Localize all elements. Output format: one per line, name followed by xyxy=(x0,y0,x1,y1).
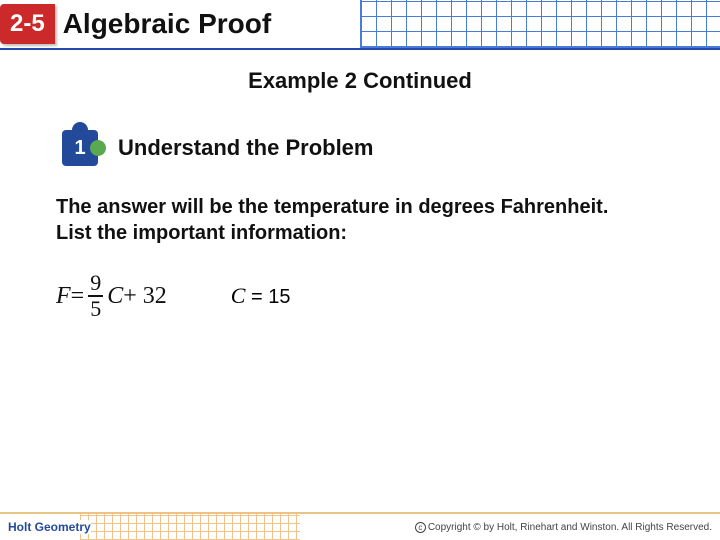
step-row: 1 Understand the Problem xyxy=(56,124,720,172)
given-var: C xyxy=(231,283,246,308)
lesson-number-badge: 2-5 xyxy=(0,4,55,44)
example-subtitle: Example 2 Continued xyxy=(0,68,720,94)
formula-eq: = xyxy=(71,283,85,310)
formula-const: + 32 xyxy=(123,283,167,310)
copyright-text: Copyright © by Holt, Rinehart and Winsto… xyxy=(428,522,712,533)
fraction-denominator: 5 xyxy=(88,298,103,320)
body-line-2: List the important information: xyxy=(56,220,664,246)
formula-expression: F = 9 5 C + 32 xyxy=(56,272,167,320)
given-expression: C = 15 xyxy=(231,283,291,309)
body-text: The answer will be the temperature in de… xyxy=(56,194,664,246)
fraction-icon: 9 5 xyxy=(88,272,103,320)
formula-var: C xyxy=(107,283,123,310)
footer-brand: Holt Geometry xyxy=(0,520,91,534)
step-title: Understand the Problem xyxy=(118,135,373,161)
given-value: = 15 xyxy=(245,286,290,308)
title-wrap: 2-5 Algebraic Proof xyxy=(0,0,271,48)
slide-header: 2-5 Algebraic Proof xyxy=(0,0,720,48)
puzzle-icon: 1 xyxy=(56,124,104,172)
footer-copyright: cCopyright © by Holt, Rinehart and Winst… xyxy=(415,522,720,533)
lesson-title: Algebraic Proof xyxy=(63,8,271,40)
fraction-numerator: 9 xyxy=(88,272,103,294)
header-grid-decoration xyxy=(360,0,720,48)
slide-footer: Holt Geometry cCopyright © by Holt, Rine… xyxy=(0,514,720,540)
copyright-icon: c xyxy=(415,522,426,533)
formula-lhs: F xyxy=(56,283,71,310)
body-line-1: The answer will be the temperature in de… xyxy=(56,194,664,220)
header-rule xyxy=(0,48,720,50)
footer-grid-decoration xyxy=(80,514,300,540)
step-number: 1 xyxy=(56,124,104,172)
formula-row: F = 9 5 C + 32 C = 15 xyxy=(56,272,720,320)
